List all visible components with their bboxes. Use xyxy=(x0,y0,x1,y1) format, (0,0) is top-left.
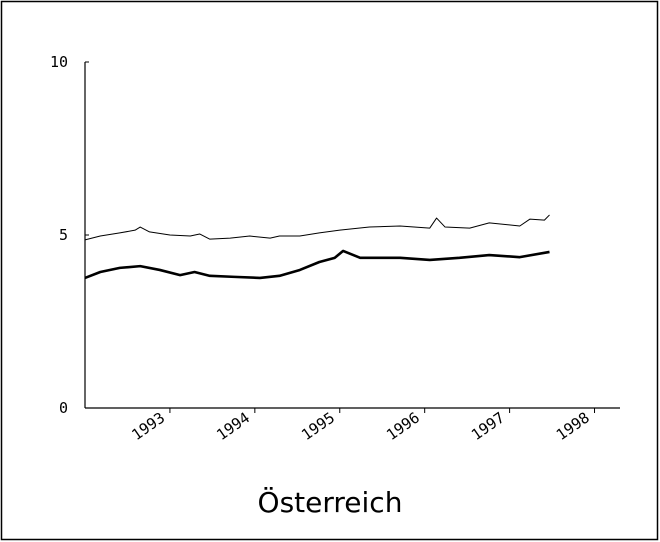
x-tick-label: 1998 xyxy=(553,409,593,444)
y-tick-label: 10 xyxy=(50,53,68,71)
series-line xyxy=(84,214,550,241)
x-tick-label: 1995 xyxy=(298,409,338,444)
y-tick-label: 0 xyxy=(59,399,68,417)
x-tick-label: 1994 xyxy=(213,409,253,444)
x-tick-label: 1996 xyxy=(383,409,423,444)
y-tick-label: 5 xyxy=(59,226,68,244)
chart-title: Österreich xyxy=(258,485,403,519)
series-line xyxy=(84,249,550,280)
x-tick-label: 1997 xyxy=(468,409,508,444)
x-tick-label: 1993 xyxy=(128,409,168,444)
